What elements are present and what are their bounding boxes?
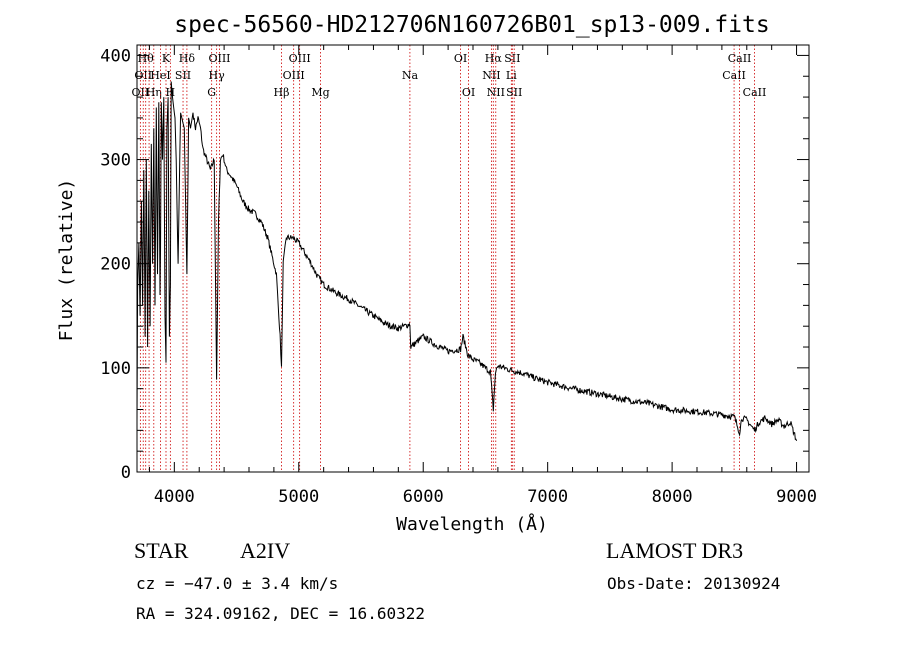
line-label: Hη [146,86,162,99]
line-label: Hα [485,52,503,65]
x-tick-label: 5000 [278,487,319,507]
line-label: Hδ [179,52,196,65]
coordinates: RA = 324.09162, DEC = 16.60322 [136,604,425,623]
y-tick-label: 400 [100,46,131,66]
line-label: OII [134,69,152,82]
x-axis-label: Wavelength (Å) [396,513,548,535]
line-label: SII [506,86,522,99]
line-label: HeI [150,69,170,82]
line-label: H [166,86,176,99]
line-label: SII [175,69,191,82]
line-label: OI [454,52,467,65]
plot-frame [136,44,810,473]
line-label: G [207,86,216,99]
line-label: CaII [728,52,752,65]
series-layer [136,81,798,442]
line-label: K [162,52,171,65]
x-tick-label: 8000 [652,487,693,507]
line-label: OIII [289,52,311,65]
line-label: CaII [743,86,767,99]
line-label: Hβ [274,86,290,99]
axis-ticks: 4000 5000 6000 7000 8000 9000 0 100 200 300 400 [100,45,817,507]
line-label: Li [506,69,517,82]
line-label: OII [132,86,150,99]
redshift-cz: cz = −47.0 ± 3.4 km/s [136,574,339,593]
y-axis-label: Flux (relative) [56,179,77,342]
y-tick-label: 300 [100,151,131,171]
object-type: STAR [134,538,189,563]
line-label: NII [482,69,500,82]
y-tick-label: 0 [121,463,131,483]
survey-name: LAMOST DR3 [606,538,744,563]
y-tick-label: 100 [100,359,131,379]
x-tick-label: 7000 [527,487,568,507]
line-label: Hθ [138,52,155,65]
spectral-class: A2IV [240,538,291,563]
line-label: CaII [722,69,746,82]
x-tick-label: 9000 [776,487,817,507]
line-label: Hγ [209,69,226,82]
line-label: Mg [311,86,329,99]
line-label: Na [402,69,419,82]
line-markers: OII OII Hθ Hη HeI K H SII Hδ G Hγ OIII Hβ OIII OIII Mg N… [132,45,767,472]
x-tick-label: 4000 [154,487,195,507]
line-label: OIII [283,69,305,82]
chart-title: spec-56560-HD212706N160726B01_sp13-009.f… [174,12,769,38]
x-tick-label: 6000 [403,487,444,507]
line-label: OIII [208,52,230,65]
line-label: SII [504,52,520,65]
line-label: NII [487,86,505,99]
line-label: OI [462,86,475,99]
obs-date: Obs-Date: 20130924 [607,574,781,593]
spectrum-line [136,81,798,442]
y-tick-label: 200 [100,255,131,275]
